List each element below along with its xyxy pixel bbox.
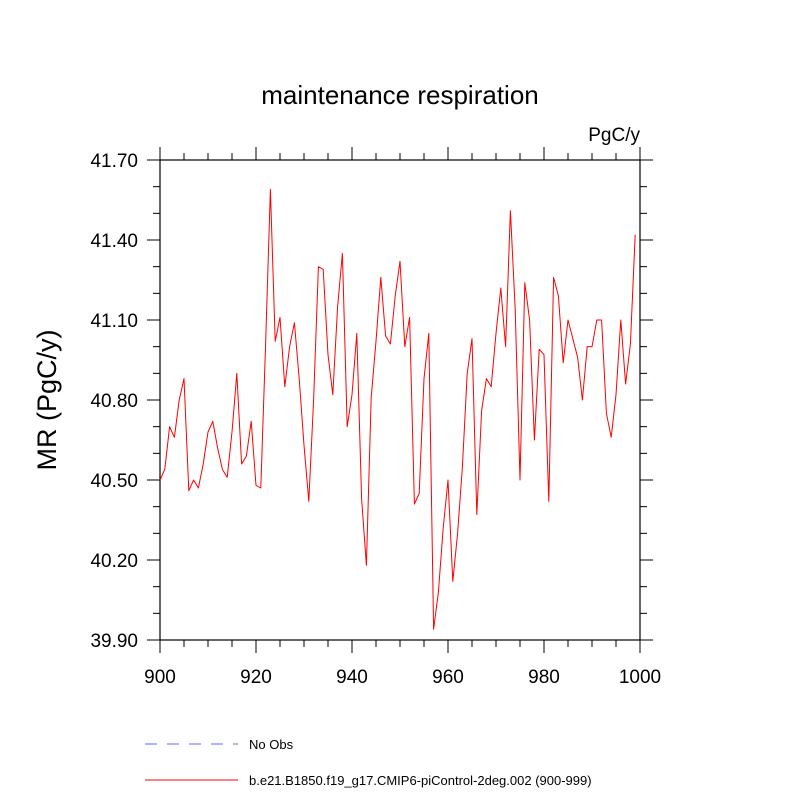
x-tick-label: 1000 [619, 667, 661, 688]
units-label: PgC/y [588, 125, 640, 146]
x-tick-label: 980 [528, 667, 560, 688]
y-tick-label: 40.80 [90, 391, 138, 412]
y-tick-label: 40.20 [90, 551, 138, 572]
legend-label: No Obs [249, 737, 294, 752]
y-tick-label: 40.50 [90, 471, 138, 492]
x-tick-label: 960 [432, 667, 464, 688]
y-tick-label: 41.70 [90, 151, 138, 172]
series-line [159, 188, 636, 630]
y-axis-label: MR (PgC/y) [32, 330, 62, 471]
chart-title: maintenance respiration [261, 80, 539, 110]
y-tick-label: 39.90 [90, 631, 138, 652]
legend-label: b.e21.B1850.f19_g17.CMIP6-piControl-2deg… [249, 773, 592, 788]
series-layer [159, 188, 636, 630]
axis-tick-labels: 900 920 940 960 980 1000 39.90 40.20 40.50 40.80 4… [90, 151, 661, 688]
y-tick-label: 41.40 [90, 231, 138, 252]
axis-ticks [147, 147, 653, 653]
y-tick-label: 41.10 [90, 311, 138, 332]
x-tick-label: 920 [240, 667, 272, 688]
x-tick-label: 940 [336, 667, 368, 688]
plot-frame [159, 159, 641, 641]
x-tick-label: 900 [144, 667, 176, 688]
legend: No Obs b.e21.B1850.f19_g17.CMIP6-piContro… [145, 737, 592, 788]
